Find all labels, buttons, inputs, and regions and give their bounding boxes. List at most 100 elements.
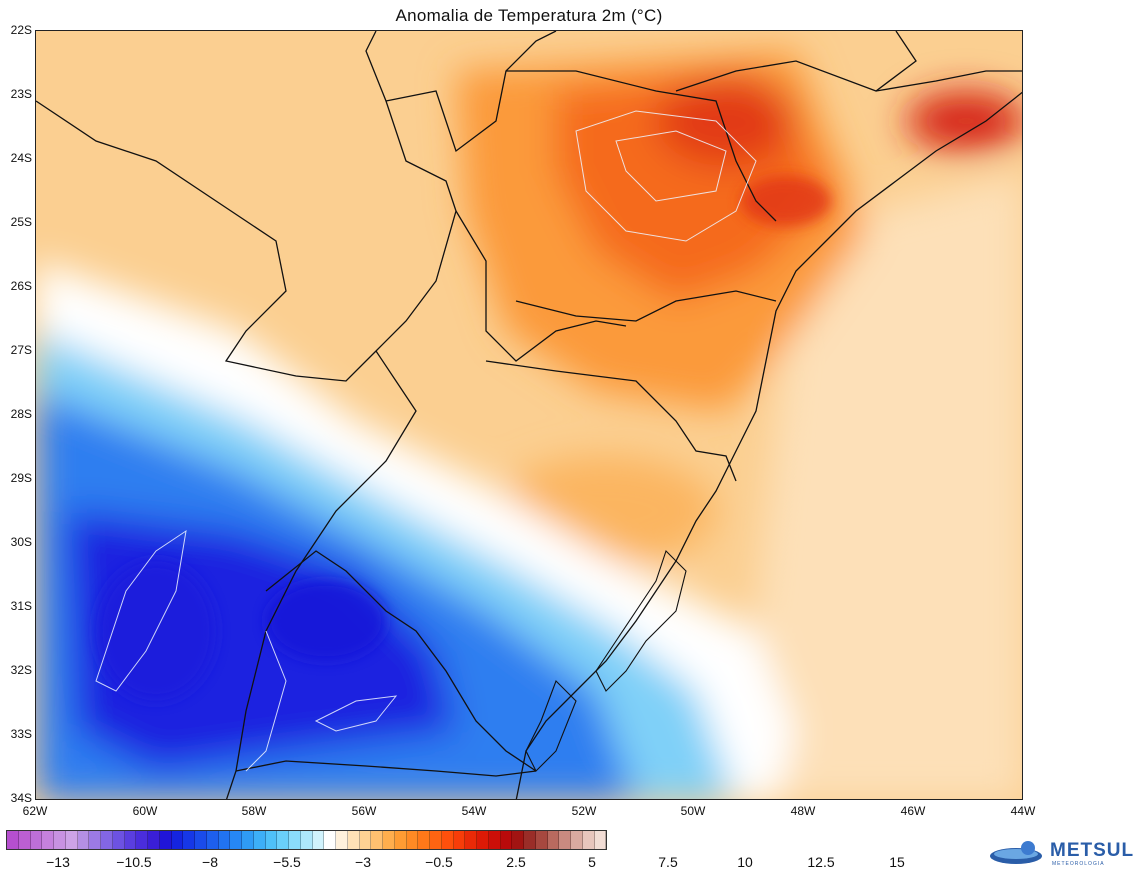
colorbar-segment [77,831,90,849]
colorbar-tick-label: 15 [889,854,905,870]
colorbar-segment [253,831,266,849]
anomaly-contours [95,110,757,772]
colorbar-segment [418,831,430,849]
lagoa-dos-patos [595,549,687,692]
lon-label: 56W [351,804,377,818]
colorbar-segment [300,831,313,849]
lat-label: 23S [10,87,32,101]
colorbar-segment [7,831,19,849]
lat-label: 28S [10,407,32,421]
colorbar-segment [206,831,219,849]
colorbar-tick-label: −10.5 [116,854,152,870]
lon-label: 52W [571,804,597,818]
colorbar-segment [441,831,454,849]
colorbar-segment [136,831,148,849]
lon-label: 58W [241,804,267,818]
colorbar-segment [488,831,501,849]
colorbar-tick-label: 10 [737,854,753,870]
colorbar-segment [124,831,137,849]
lat-label: 24S [10,151,32,165]
lat-label: 27S [10,343,32,357]
lat-label: 32S [10,663,32,677]
colorbar-segment [371,831,383,849]
colorbar-segment [359,831,372,849]
colorbar-tick-label: −0.5 [425,854,453,870]
map-canvas [36,31,1022,799]
colorbar-segment [524,831,536,849]
colorbar-tick-label: 7.5 [658,854,678,870]
colorbar-segment [30,831,43,849]
colorbar-segment [89,831,101,849]
colorbar-segment [324,831,336,849]
colorbar-segment [289,831,301,849]
colorbar-segment [112,831,125,849]
colorbar-segment [230,831,242,849]
colorbar-segment [42,831,54,849]
colorbar-tick-label: −13 [46,854,70,870]
lon-label: 46W [900,804,926,818]
lat-label: 25S [10,215,32,229]
map-title: Anomalia de Temperatura 2m (°C) [395,6,663,25]
colorbar-segment [148,831,160,849]
colorbar-segment [547,831,560,849]
colorbar-segment [430,831,442,849]
lon-label: 48W [790,804,816,818]
colorbar-tick-label: −8 [202,854,218,870]
coldest-core [266,581,386,661]
coastal-extreme-zone [906,91,1022,151]
atlantic-coastline [515,91,1022,799]
colorbar-segment [265,831,278,849]
colorbar-segment [242,831,254,849]
colorbar-segment [582,831,595,849]
colorbar-tick-label: 5 [588,854,596,870]
colorbar-tick-label: 2.5 [506,854,526,870]
colorbar-segment [535,831,548,849]
extreme-anomaly-zone [656,76,796,166]
lat-label: 26S [10,279,32,293]
colorbar-segment [500,831,513,849]
lon-label: 54W [461,804,487,818]
colorbar-segment [183,831,195,849]
political-borders [36,31,1022,799]
colorbar-segment [101,831,113,849]
logo-name: METSUL [1050,840,1134,861]
colorbar-segment [347,831,360,849]
lat-label: 34S [10,791,32,805]
colorbar [6,830,608,850]
colorbar-segment [465,831,477,849]
colorbar-segment [336,831,348,849]
metsul-logo-icon [990,841,1042,864]
colorbar-segment [477,831,489,849]
colorbar-segment [312,831,325,849]
hot-core-east [741,176,831,226]
colorbar-segment [394,831,407,849]
colorbar-segment [453,831,466,849]
colorbar-segment [594,831,607,849]
colorbar-segment [54,831,66,849]
colorbar-segment [159,831,172,849]
colorbar-segment [277,831,289,849]
colorbar-segment [18,831,31,849]
lagoa-mirim [525,680,577,772]
colorbar-tick-label: −3 [355,854,371,870]
colorbar-segment [571,831,583,849]
lat-label: 29S [10,471,32,485]
lat-label: 33S [10,727,32,741]
ocean-warm-zone [736,171,1022,799]
lat-label: 22S [10,23,32,37]
colorbar-segment [406,831,419,849]
colorbar-segment [559,831,571,849]
temperature-anomaly-map [35,30,1023,800]
lon-label: 60W [132,804,158,818]
lat-label: 30S [10,535,32,549]
colorbar-tick-label: 12.5 [807,854,835,870]
lon-label: 44W [1010,804,1036,818]
lon-label: 62W [22,804,48,818]
colorbar-segment [383,831,395,849]
lon-label: 50W [680,804,706,818]
lat-label: 31S [10,599,32,613]
colorbar-segment [195,831,207,849]
colorbar-segment [218,831,231,849]
logo-subtitle: METEOROLOGIA [1052,861,1105,867]
colorbar-segment [512,831,524,849]
